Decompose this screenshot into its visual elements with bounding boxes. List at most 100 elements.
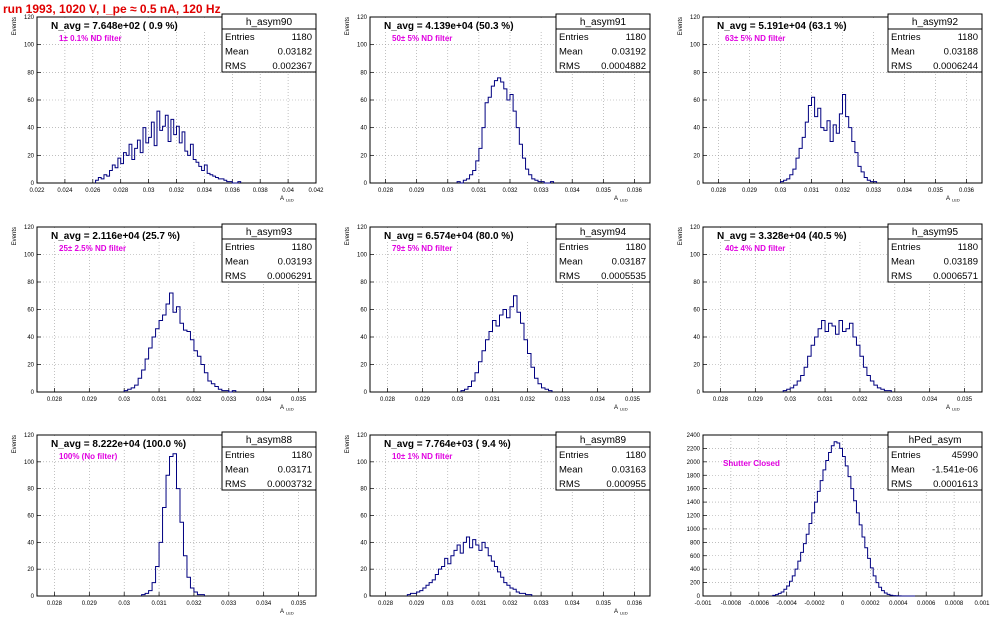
- x-axis-title: A LED: [280, 196, 294, 203]
- stats-value: 1180: [292, 450, 312, 461]
- filter-annotation: 79± 5% ND filter: [392, 244, 452, 253]
- n-avg-label: N_avg = 3.328e+04 (40.5 %): [717, 231, 847, 242]
- stats-title: h_asym88: [246, 435, 293, 446]
- x-tick-label: 0.029: [409, 601, 425, 607]
- y-tick-label: 0: [364, 181, 368, 187]
- y-tick-label: 80: [27, 70, 34, 76]
- stats-key: RMS: [891, 479, 912, 490]
- y-tick-label: 2000: [687, 460, 701, 466]
- x-tick-label: 0.03: [452, 397, 464, 403]
- y-tick-label: 100: [357, 460, 368, 466]
- stats-key: Entries: [891, 32, 921, 43]
- x-tick-label: 0.028: [711, 188, 727, 194]
- histogram-panel-h_asym93: 0.028 0.029 0.03 0.031 0.032 0.033 0.034 0.035 0…: [12, 223, 317, 412]
- y-axis-title: Events: [678, 227, 684, 245]
- y-tick-label: 0: [697, 181, 701, 187]
- x-axis-title: A LED: [946, 405, 960, 412]
- n-avg-box: [711, 20, 891, 32]
- y-tick-label: 40: [693, 335, 700, 341]
- x-tick-label: 0.029: [82, 601, 98, 607]
- x-tick-label: 0.031: [471, 601, 487, 607]
- x-axis-title: A LED: [614, 609, 628, 616]
- stats-value: 0.03193: [278, 257, 312, 268]
- x-tick-label: 0.031: [818, 397, 834, 403]
- x-axis-title: A LED: [946, 196, 960, 203]
- histogram-line-h_asym95: [782, 320, 892, 392]
- y-tick-label: 80: [360, 487, 367, 493]
- x-tick-label: 0.036: [627, 188, 643, 194]
- stats-box: h_asym94 Entries 1180 Mean 0.03187 RMS 0.00055…: [555, 223, 651, 283]
- x-tick-label: 0.034: [256, 601, 272, 607]
- x-tick-label: 0.032: [502, 188, 518, 194]
- x-tick-label: 0.034: [197, 188, 213, 194]
- y-tick-label: 0: [697, 390, 701, 396]
- stats-title: h_asym89: [580, 435, 627, 446]
- histogram-line-h_asym92: [780, 93, 878, 183]
- stats-value: 1180: [626, 450, 646, 461]
- x-tick-label: -0.0002: [804, 601, 825, 607]
- stats-key: RMS: [225, 479, 246, 490]
- y-tick-label: 80: [360, 280, 367, 286]
- stats-title: h_asym90: [246, 17, 293, 28]
- x-tick-label: 0.03: [118, 601, 130, 607]
- page-title: run 1993, 1020 V, I_pe ≈ 0.5 nA, 120 Hz: [3, 2, 221, 16]
- stats-title: h_asym95: [912, 227, 959, 238]
- x-tick-label: 0.038: [253, 188, 269, 194]
- x-tick-label: 0.033: [887, 397, 903, 403]
- y-tick-label: 20: [27, 363, 34, 369]
- y-tick-label: 0: [697, 594, 701, 600]
- x-tick-label: 0.028: [713, 397, 729, 403]
- stats-key: RMS: [559, 479, 580, 490]
- x-axis-title: A LED: [614, 196, 628, 203]
- x-tick-label: 0.035: [291, 601, 307, 607]
- x-tick-label: 0.035: [291, 397, 307, 403]
- stats-value: 0.03192: [612, 47, 646, 58]
- stats-key: Mean: [559, 257, 583, 268]
- filter-annotation: 50± 5% ND filter: [392, 34, 452, 43]
- n-avg-label: N_avg = 6.574e+04 (80.0 %): [384, 231, 514, 242]
- histogram-panel-h_asym88: 0.028 0.029 0.03 0.031 0.032 0.033 0.034 0.035 0…: [12, 431, 317, 616]
- x-tick-label: 0.036: [225, 188, 241, 194]
- stats-value: 1180: [626, 32, 646, 43]
- stats-value: 1180: [958, 242, 978, 253]
- stats-box: h_asym88 Entries 1180 Mean 0.03171 RMS 0.00037…: [221, 431, 317, 491]
- filter-annotation: Shutter Closed: [723, 459, 780, 468]
- y-tick-label: 80: [27, 280, 34, 286]
- y-tick-label: 1800: [687, 473, 701, 479]
- stats-box: h_asym90 Entries 1180 Mean 0.03182 RMS 0.00236…: [221, 13, 317, 73]
- x-tick-label: 0.0008: [945, 601, 964, 607]
- stats-key: Entries: [225, 242, 255, 253]
- x-tick-label: 0.032: [169, 188, 185, 194]
- histogram-panel-hPed_asym: -0.001 -0.0008 -0.0006 -0.0004 -0.0002 0 0.000…: [687, 431, 990, 607]
- x-tick-label: -0.001: [694, 601, 712, 607]
- n-avg-box: [378, 20, 558, 32]
- stats-key: Entries: [891, 450, 921, 461]
- y-tick-label: 40: [27, 335, 34, 341]
- stats-key: Mean: [225, 257, 249, 268]
- x-tick-label: 0.026: [85, 188, 101, 194]
- x-tick-label: 0.001: [974, 601, 990, 607]
- x-tick-label: 0.022: [29, 188, 45, 194]
- y-tick-label: 120: [690, 225, 701, 231]
- x-tick-label: 0.032: [186, 601, 202, 607]
- stats-key: Entries: [559, 450, 589, 461]
- histogram-panel-h_asym89: 0.028 0.029 0.03 0.031 0.032 0.033 0.034 0.035 0…: [345, 431, 651, 616]
- stats-value: 0.03182: [278, 47, 312, 58]
- n-avg-label: N_avg = 7.764e+03 ( 9.4 %): [384, 439, 511, 450]
- x-tick-label: 0.033: [221, 601, 237, 607]
- y-tick-label: 1600: [687, 487, 701, 493]
- stats-value: 0.0004882: [601, 61, 646, 72]
- y-tick-label: 20: [693, 153, 700, 159]
- y-tick-label: 120: [24, 225, 35, 231]
- histogram-line-h_asym93: [123, 292, 237, 393]
- histogram-line-h_asym91: [456, 77, 555, 184]
- x-tick-label: 0.031: [152, 397, 168, 403]
- x-tick-label: 0.028: [47, 397, 63, 403]
- stats-box: h_asym95 Entries 1180 Mean 0.03189 RMS 0.00065…: [887, 223, 983, 283]
- histogram-panel-h_asym91: 0.028 0.029 0.03 0.031 0.032 0.033 0.034 0.035 0…: [345, 13, 651, 203]
- stats-value: 0.000955: [606, 479, 646, 490]
- x-tick-label: 0.035: [625, 397, 641, 403]
- y-tick-label: 40: [360, 126, 367, 132]
- y-tick-label: 100: [690, 43, 701, 49]
- y-tick-label: 60: [693, 308, 700, 314]
